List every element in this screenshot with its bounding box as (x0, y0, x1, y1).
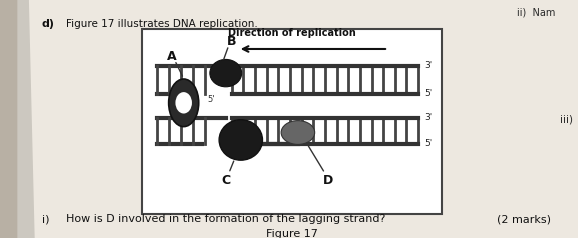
Text: D: D (323, 174, 333, 187)
Ellipse shape (210, 60, 242, 87)
Polygon shape (17, 0, 35, 238)
Text: 3': 3' (424, 61, 432, 70)
Text: Figure 17 illustrates DNA replication.: Figure 17 illustrates DNA replication. (66, 19, 258, 29)
Ellipse shape (175, 92, 192, 114)
Text: 5': 5' (424, 139, 432, 148)
Text: i): i) (42, 214, 49, 224)
Text: C: C (221, 174, 230, 187)
Text: (2 marks): (2 marks) (497, 214, 551, 224)
Text: ii)  Nam: ii) Nam (517, 7, 555, 17)
Text: Direction of replication: Direction of replication (228, 28, 356, 38)
Text: How is D involved in the formation of the lagging strand?: How is D involved in the formation of th… (66, 214, 386, 224)
Text: iii): iii) (560, 114, 572, 124)
Polygon shape (0, 0, 29, 238)
Text: d): d) (42, 19, 54, 29)
Ellipse shape (281, 121, 314, 144)
Ellipse shape (219, 120, 262, 160)
Text: Figure 17: Figure 17 (266, 229, 318, 238)
Text: 5': 5' (424, 89, 432, 98)
Ellipse shape (169, 79, 199, 127)
Text: B: B (227, 35, 236, 48)
Bar (142, 29, 442, 214)
Text: A: A (167, 50, 176, 63)
Text: 5': 5' (207, 94, 214, 104)
Text: 3': 3' (424, 113, 432, 122)
